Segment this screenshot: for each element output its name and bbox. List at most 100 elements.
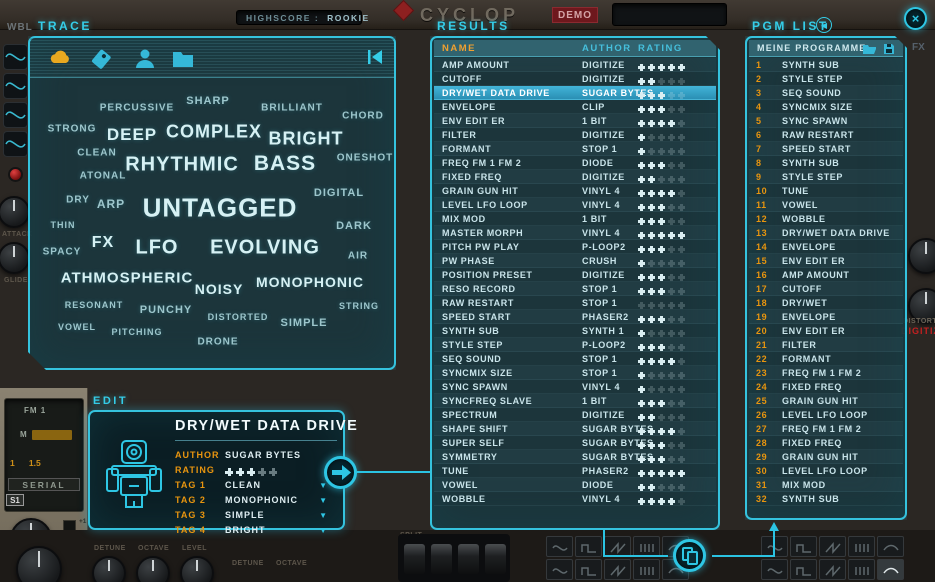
rating-cross-icon[interactable] bbox=[648, 92, 655, 99]
rating-cross-icon[interactable] bbox=[638, 134, 645, 141]
wave-shape-button[interactable] bbox=[604, 559, 631, 580]
rating-cross-icon[interactable] bbox=[668, 190, 675, 197]
rating-cross-icon[interactable] bbox=[658, 400, 665, 407]
rating-cross-icon[interactable] bbox=[668, 162, 675, 169]
rating-cross-icon[interactable] bbox=[678, 386, 685, 393]
rating-cross-icon[interactable] bbox=[638, 302, 645, 309]
tag-vowel[interactable]: VOWEL bbox=[58, 322, 96, 332]
serial-button[interactable]: SERIAL bbox=[8, 478, 80, 491]
tag-chord[interactable]: CHORD bbox=[342, 110, 384, 122]
waveform-button[interactable] bbox=[3, 44, 28, 70]
rating-cross-icon[interactable] bbox=[648, 372, 655, 379]
tag-clean[interactable]: CLEAN bbox=[77, 147, 117, 159]
rating-cross-icon[interactable] bbox=[658, 442, 665, 449]
wave-shape-button[interactable] bbox=[546, 559, 573, 580]
rating-cross-icon[interactable] bbox=[658, 274, 665, 281]
rating-cross-icon[interactable] bbox=[648, 498, 655, 505]
rating-cross-icon[interactable] bbox=[648, 344, 655, 351]
wave-shape-button[interactable] bbox=[575, 536, 602, 557]
rating-cross-icon[interactable] bbox=[668, 470, 675, 477]
rating-cross-icon[interactable] bbox=[638, 470, 645, 477]
tag-bright[interactable]: BRIGHT bbox=[268, 128, 344, 149]
tag-pitching[interactable]: PITCHING bbox=[111, 327, 163, 337]
wave-shape-button[interactable] bbox=[761, 559, 788, 580]
rating-cross-icon[interactable] bbox=[648, 386, 655, 393]
chevron-left-icon[interactable]: ◀ bbox=[816, 17, 832, 33]
big-knob[interactable] bbox=[16, 546, 62, 582]
wave-shape-button[interactable] bbox=[761, 536, 788, 557]
rating-cross-icon[interactable] bbox=[648, 176, 655, 183]
close-icon[interactable]: × bbox=[904, 7, 927, 30]
rating-cross-icon[interactable] bbox=[658, 260, 665, 267]
rating-cross-icon[interactable] bbox=[658, 162, 665, 169]
result-row[interactable]: PW PHASE CRUSH bbox=[434, 254, 716, 268]
rating-cross-icon[interactable] bbox=[678, 442, 685, 449]
tag-untagged[interactable]: UNTAGGED bbox=[142, 192, 298, 223]
record-button[interactable] bbox=[8, 167, 23, 182]
fm-value-box[interactable] bbox=[32, 430, 72, 440]
tag-bass[interactable]: BASS bbox=[253, 152, 317, 175]
result-row[interactable]: SHAPE SHIFT SUGAR BYTES bbox=[434, 422, 716, 436]
result-row[interactable]: POSITION PRESET DIGITIZE bbox=[434, 268, 716, 282]
pgm-item[interactable]: 7 SPEED START bbox=[749, 142, 903, 156]
rating-cross-icon[interactable] bbox=[658, 498, 665, 505]
rating-cross-icon[interactable] bbox=[638, 176, 645, 183]
rating-cross-icon[interactable] bbox=[668, 106, 675, 113]
rating-cross-icon[interactable] bbox=[236, 468, 244, 476]
rating-cross-icon[interactable] bbox=[648, 330, 655, 337]
result-row[interactable]: SYNCFREQ SLAVE 1 BIT bbox=[434, 394, 716, 408]
pgm-item[interactable]: 27 FREQ FM 1 FM 2 bbox=[749, 422, 903, 436]
rating-cross-icon[interactable] bbox=[658, 316, 665, 323]
rating-cross-icon[interactable] bbox=[668, 120, 675, 127]
rating-cross-icon[interactable] bbox=[668, 498, 675, 505]
tag-athmospheric[interactable]: ATHMOSPHERIC bbox=[60, 269, 194, 287]
wave-shape-button[interactable] bbox=[790, 536, 817, 557]
tag-simple[interactable]: SIMPLE bbox=[280, 317, 328, 329]
tag-air[interactable]: AIR bbox=[347, 250, 369, 262]
rating-cross-icon[interactable] bbox=[658, 344, 665, 351]
attack-knob[interactable] bbox=[0, 196, 30, 228]
pgm-item[interactable]: 10 TUNE bbox=[749, 184, 903, 198]
rating-cross-icon[interactable] bbox=[658, 120, 665, 127]
rating-cross-icon[interactable] bbox=[648, 456, 655, 463]
tag-slot-value[interactable]: SIMPLE bbox=[225, 510, 265, 520]
rating-cross-icon[interactable] bbox=[668, 344, 675, 351]
rating-cross-icon[interactable] bbox=[638, 330, 645, 337]
result-row[interactable]: WOBBLE VINYL 4 bbox=[434, 492, 716, 506]
tag-thin[interactable]: THIN bbox=[50, 220, 76, 230]
rating-cross-icon[interactable] bbox=[668, 176, 675, 183]
rating-cross-icon[interactable] bbox=[678, 498, 685, 505]
rating-cross-icon[interactable] bbox=[678, 78, 685, 85]
rating-cross-icon[interactable] bbox=[658, 176, 665, 183]
rating-cross-icon[interactable] bbox=[638, 260, 645, 267]
pgm-item[interactable]: 8 SYNTH SUB bbox=[749, 156, 903, 170]
column-header-name[interactable]: NAME bbox=[442, 43, 476, 54]
rating-cross-icon[interactable] bbox=[658, 358, 665, 365]
rating-cross-icon[interactable] bbox=[638, 288, 645, 295]
rating-cross-icon[interactable] bbox=[678, 428, 685, 435]
distortion-knob[interactable] bbox=[908, 288, 935, 324]
rating-cross-icon[interactable] bbox=[638, 442, 645, 449]
rating-cross-icon[interactable] bbox=[668, 274, 675, 281]
rating-cross-icon[interactable] bbox=[668, 78, 675, 85]
result-row[interactable]: SYNTH SUB SYNTH 1 bbox=[434, 324, 716, 338]
rating-cross-icon[interactable] bbox=[678, 204, 685, 211]
result-row[interactable]: SYNC SPAWN VINYL 4 bbox=[434, 380, 716, 394]
tag-atonal[interactable]: ATONAL bbox=[79, 170, 127, 182]
rating-cross-icon[interactable] bbox=[648, 64, 655, 71]
pgm-item[interactable]: 29 GRAIN GUN HIT bbox=[749, 450, 903, 464]
rating-cross-icon[interactable] bbox=[678, 400, 685, 407]
result-row[interactable]: PITCH PW PLAY P-LOOP2 bbox=[434, 240, 716, 254]
wave-shape-button[interactable] bbox=[575, 559, 602, 580]
rating-cross-icon[interactable] bbox=[648, 190, 655, 197]
result-row[interactable]: ENV EDIT ER 1 BIT bbox=[434, 114, 716, 128]
rating-cross-icon[interactable] bbox=[668, 316, 675, 323]
rating-cross-icon[interactable] bbox=[678, 274, 685, 281]
wave-shape-button[interactable] bbox=[819, 536, 846, 557]
rating-cross-icon[interactable] bbox=[638, 204, 645, 211]
rating-cross-icon[interactable] bbox=[678, 120, 685, 127]
rating-cross-icon[interactable] bbox=[648, 288, 655, 295]
rating-cross-icon[interactable] bbox=[668, 232, 675, 239]
rating-cross-icon[interactable] bbox=[678, 358, 685, 365]
tag-distorted[interactable]: DISTORTED bbox=[207, 312, 269, 322]
